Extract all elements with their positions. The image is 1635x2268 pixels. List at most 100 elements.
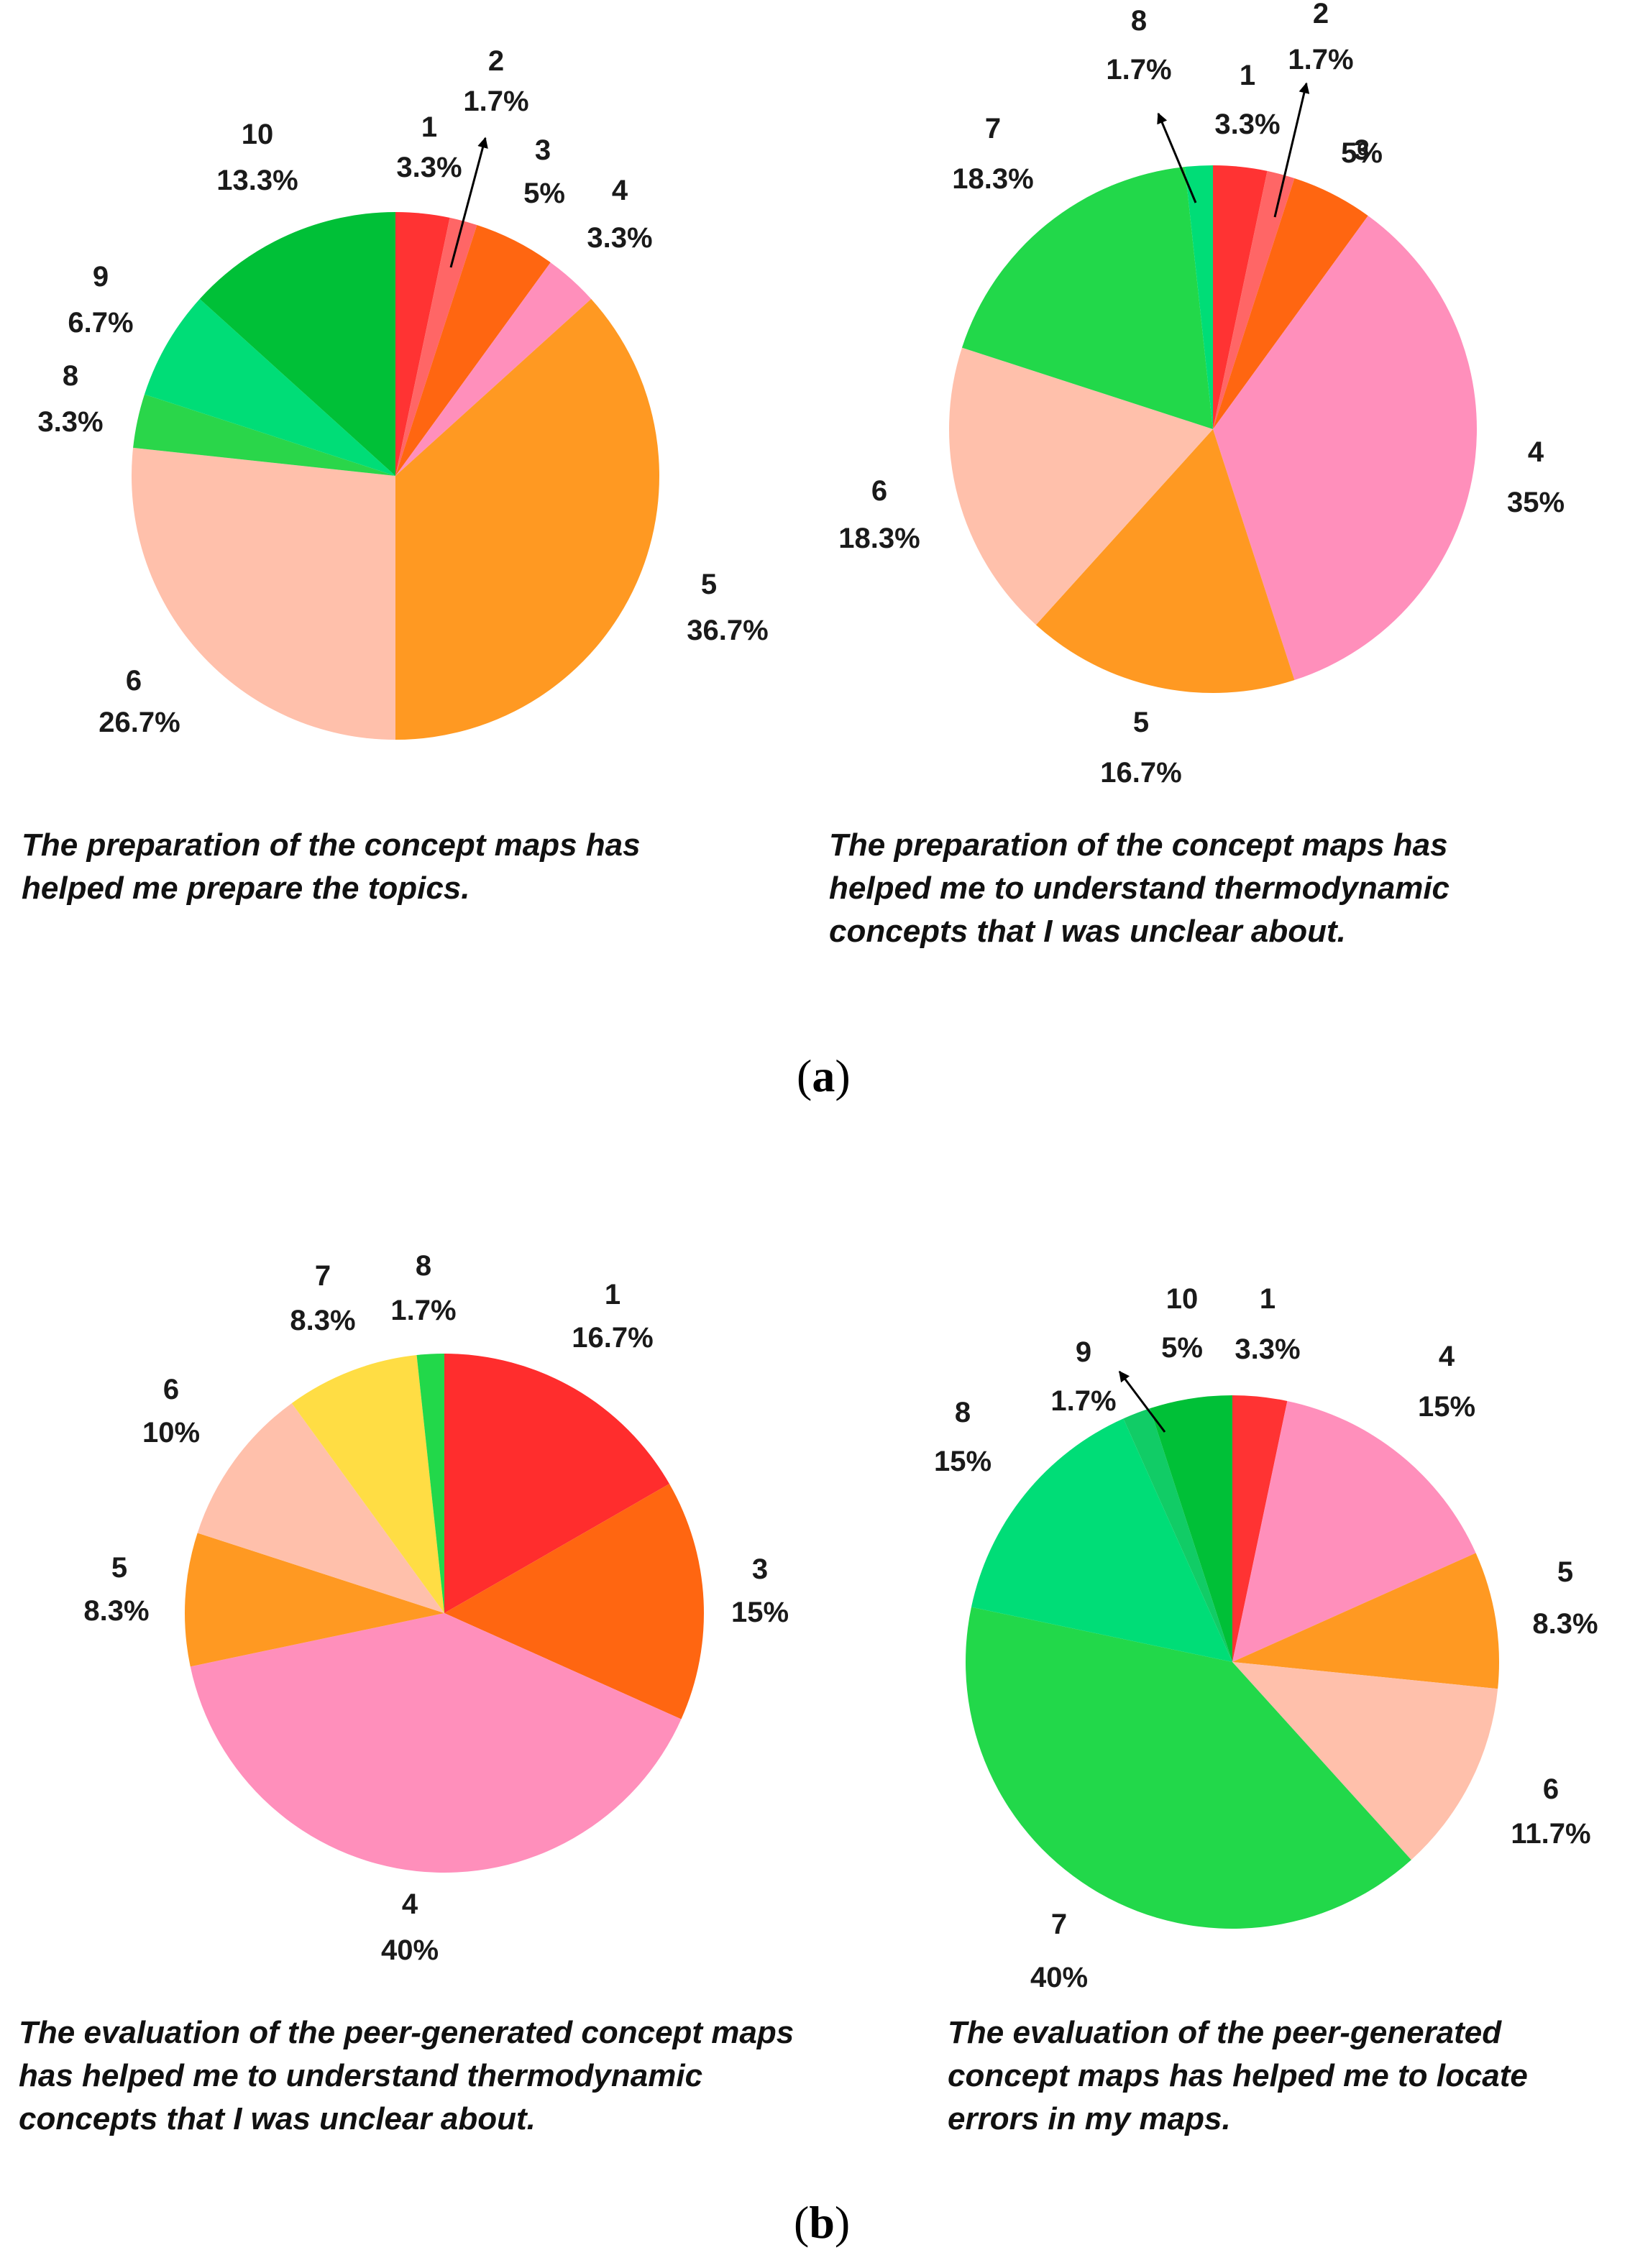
slice-category-label: 9 (1076, 1336, 1091, 1368)
slice-category-label: 5 (111, 1552, 127, 1584)
pie-slice-5 (395, 298, 659, 740)
caption-chart-4: The evaluation of the peer-generated con… (948, 2011, 1528, 2141)
pie-slice-5 (184, 1533, 444, 1667)
slice-category-label: 6 (163, 1374, 179, 1405)
slice-category-label: 4 (402, 1888, 418, 1920)
slice-percent-label: 13.3% (216, 165, 298, 196)
pie-slice-1 (1232, 1395, 1288, 1662)
caption-line: The evaluation of the peer-generated (948, 2015, 1502, 2050)
slice-category-label: 3 (1354, 134, 1370, 166)
slice-category-label: 3 (752, 1553, 768, 1585)
slice-category-label: 1 (605, 1279, 620, 1310)
leader-arrow (1157, 112, 1197, 203)
pie-slice-1 (395, 211, 450, 476)
pie-slice-6 (1232, 1662, 1498, 1860)
slice-category-label: 1 (1240, 60, 1255, 91)
leader-arrow (1273, 82, 1310, 218)
slice-percent-label: 5% (1341, 137, 1383, 169)
slice-category-label: 5 (1557, 1556, 1573, 1588)
slice-percent-label: 8.3% (290, 1305, 355, 1336)
slice-category-label: 1 (421, 111, 437, 143)
caption-line: helped me prepare the topics. (22, 871, 470, 906)
pie-slice-7 (966, 1607, 1411, 1929)
slice-category-label: 10 (1166, 1283, 1199, 1315)
slice-category-label: 1 (1260, 1283, 1276, 1315)
pie-slice-2 (395, 217, 477, 476)
slice-category-label: 6 (1543, 1773, 1559, 1805)
slice-percent-label: 3.3% (396, 152, 462, 183)
slice-percent-label: 15% (731, 1597, 789, 1628)
caption-chart-1: The preparation of the concept maps has … (22, 824, 641, 910)
slice-percent-label: 1.7% (1050, 1385, 1116, 1417)
slice-category-label: 5 (701, 569, 717, 600)
slice-percent-label: 3.3% (587, 222, 652, 254)
slice-percent-label: 11.7% (1511, 1818, 1590, 1850)
panel-label-a: (a) (797, 1050, 851, 1101)
slice-category-label: 2 (488, 45, 504, 77)
caption-line: concepts that I was unclear about. (19, 2101, 536, 2136)
slice-category-label: 7 (315, 1260, 331, 1292)
slice-percent-label: 18.3% (952, 163, 1033, 195)
slice-category-label: 2 (1313, 0, 1329, 29)
pie-slice-4 (1232, 1400, 1476, 1662)
slice-percent-label: 3.3% (37, 406, 103, 438)
slice-percent-label: 16.7% (1100, 757, 1181, 789)
slice-category-label: 8 (63, 360, 78, 392)
slice-percent-label: 16.7% (572, 1322, 653, 1354)
pie-chart-2: 1 3.3% 2 1.7% 35% 4 35% 5 16.7% 6 18.3% 7 18.3% 8 1.7% (838, 0, 1565, 789)
slice-category-label: 4 (1528, 436, 1544, 468)
slice-category-label: 3 (535, 134, 551, 166)
slice-percent-label: 40% (1030, 1962, 1088, 1993)
pie-slice-8 (133, 394, 395, 476)
pie-slice-8 (971, 1418, 1232, 1662)
pie-slice-1 (444, 1354, 670, 1613)
slice-percent-label: 1.7% (1288, 44, 1353, 75)
slice-percent-label: 3.3% (1235, 1333, 1300, 1365)
slice-category-label: 6 (871, 475, 887, 507)
pie-slice-1 (1213, 165, 1268, 429)
slice-category-label: 5 (1133, 707, 1149, 738)
slice-percent-label: 15% (934, 1446, 991, 1477)
caption-line: errors in my maps. (948, 2101, 1231, 2136)
slice-percent-label: 8.3% (83, 1595, 149, 1627)
pie-slice-7 (961, 167, 1213, 429)
slice-percent-label: 18.3% (838, 523, 920, 554)
caption-line: The preparation of the concept maps has (829, 827, 1448, 863)
pie-slice-3 (395, 224, 551, 476)
slice-percent-label: 1.7% (390, 1295, 456, 1326)
pie-slice-6 (131, 447, 395, 740)
slice-percent-label: 40% (381, 1934, 439, 1966)
slice-percent-label: 15% (1418, 1391, 1475, 1423)
pie-slice-5 (1035, 429, 1295, 694)
slice-percent-label: 10% (142, 1417, 200, 1449)
slice-percent-label: 26.7% (99, 707, 180, 738)
caption-line: concept maps has helped me to locate (948, 2058, 1528, 2093)
caption-chart-3: The evaluation of the peer-generated con… (19, 2011, 794, 2141)
caption-chart-2: The preparation of the concept maps has … (829, 824, 1449, 953)
slice-category-label: 7 (1051, 1909, 1067, 1940)
pie-slice-3 (1213, 178, 1368, 429)
slice-percent-label: 6.7% (68, 307, 133, 339)
pie-slice-10 (199, 212, 395, 476)
leader-arrow (449, 137, 488, 268)
slice-percent-label: 5% (1161, 1332, 1203, 1364)
slice-category-label: 7 (985, 113, 1001, 144)
pie-chart-1: 13.3%21.7%35% 43.3%536.7%626.7%83.3%96.7%… (37, 45, 769, 740)
pie-slice-9 (144, 298, 395, 476)
caption-line: The preparation of the concept maps has (22, 827, 641, 863)
slice-category-label: 4 (1439, 1341, 1455, 1372)
slice-category-label: 9 (93, 261, 109, 293)
slice-percent-label: 36.7% (687, 615, 768, 646)
pie-slice-2 (1213, 170, 1295, 430)
slice-percent-label: 1.7% (1106, 54, 1171, 86)
slice-percent-label: 8.3% (1532, 1608, 1598, 1640)
slice-category-label: 8 (1131, 5, 1147, 37)
slice-category-label: 6 (126, 665, 142, 697)
pie-slice-4 (190, 1613, 682, 1873)
slice-percent-label: 3.3% (1214, 109, 1280, 140)
pie-slice-4 (1213, 216, 1478, 681)
pie-slice-9 (1123, 1408, 1232, 1662)
slice-category-label: 4 (612, 175, 628, 206)
slice-percent-label: 1.7% (463, 86, 528, 117)
pie-slice-6 (197, 1402, 444, 1613)
